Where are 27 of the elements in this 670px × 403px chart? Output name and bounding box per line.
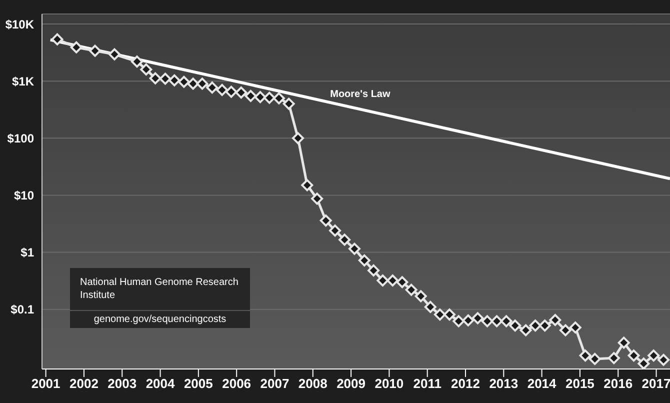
x-tick-label: 2004 [146,376,176,392]
annotation: National Human Genome Research Institute [79,276,240,303]
y-tick-label: $10K [5,17,34,32]
y-tick-label: $1K [12,74,34,88]
series-label: Moore's Law [330,89,390,100]
x-tick-label: 2010 [374,376,404,392]
institute-card: National Human Genome Research Institute genome.gov/sequencingcosts [70,268,250,328]
x-tick-label: 2003 [108,376,137,392]
y-tick-label: $10 [14,188,34,202]
x-tick-label: 2015 [566,376,594,392]
y-tick-label: $100 [7,131,34,146]
x-tick-label: 2013 [489,376,518,392]
x-tick-label: 2006 [222,376,252,392]
x-tick-label: 2001 [31,376,60,392]
x-tick-label: 2016 [604,376,633,392]
x-tick-label: 2002 [70,376,98,392]
x-tick-label: 2011 [413,376,442,392]
x-tick-label: 2005 [184,376,213,392]
x-tick-label: 2007 [260,376,290,392]
y-tick-label: $1 [20,246,34,260]
x-tick-label: 2009 [336,376,366,392]
x-tick-label: 2014 [527,376,558,392]
x-tick-label: 2008 [298,376,328,392]
x-tick-label: 2017 [642,376,670,392]
y-tick-label: $0.1 [10,302,34,317]
x-tick-label: 2012 [451,376,480,392]
annotation: genome.gov/sequencingcosts [70,310,250,328]
